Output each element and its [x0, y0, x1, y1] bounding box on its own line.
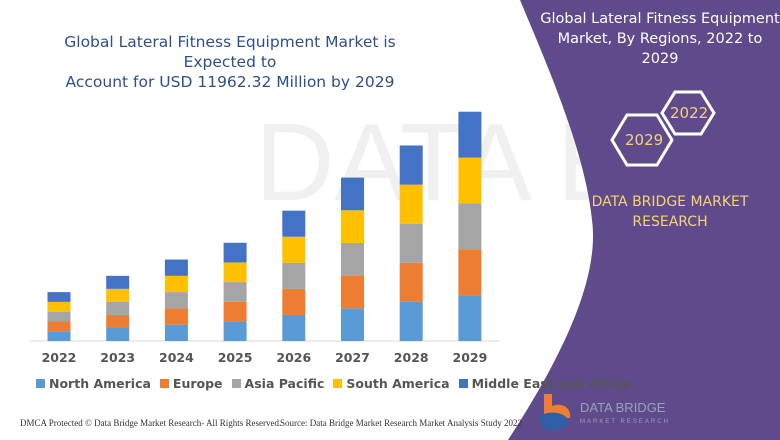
- watermark: DATA B: [255, 101, 630, 224]
- bar-segment-2028-1: [399, 262, 423, 302]
- bar-segment-2024-2: [164, 292, 188, 309]
- brand-line-2: RESEARCH: [632, 214, 708, 230]
- bar-segment-2026-4: [282, 210, 306, 237]
- brand-text: DATA BRIDGE MARKET RESEARCH: [590, 192, 750, 232]
- bar-segment-2026-3: [282, 236, 306, 263]
- bar-segment-2027-3: [341, 210, 364, 243]
- bar-segment-2027-1: [341, 275, 364, 309]
- chart-title: Global Lateral Fitness Equipment Market …: [30, 32, 430, 92]
- hex-label-end: 2029: [625, 131, 664, 149]
- bar-segment-2028-4: [399, 145, 423, 185]
- bar-segment-2022-1: [47, 321, 71, 332]
- legend-item: Europe: [159, 376, 223, 391]
- bar-segment-2029-1: [458, 249, 482, 296]
- x-tick-label: 2025: [218, 350, 253, 365]
- bar-segment-2023-4: [106, 275, 130, 289]
- bar-segment-2028-2: [399, 223, 423, 263]
- bar-segment-2022-0: [47, 331, 71, 341]
- stacked-bar-chart: 2022 2023 2024 2025 2026 2027 2028 2029: [30, 111, 500, 365]
- x-tick-label: 2026: [276, 350, 311, 365]
- legend-swatch: [159, 379, 169, 388]
- title-line-1: Global Lateral Fitness Equipment Market …: [64, 33, 396, 71]
- svg-text:MARKET RESEARCH: MARKET RESEARCH: [580, 419, 670, 425]
- bar-segment-2026-1: [282, 288, 306, 315]
- legend-swatch: [333, 379, 343, 388]
- legend: North America Europe Asia Pacific South …: [36, 376, 630, 391]
- x-tick-label: 2028: [394, 350, 429, 365]
- bar-segment-2025-3: [223, 262, 247, 283]
- legend-item: Asia Pacific: [231, 376, 325, 391]
- x-tick-label: 2023: [100, 350, 135, 365]
- bar-segment-2024-0: [164, 324, 188, 341]
- bar-segment-2022-2: [47, 311, 71, 322]
- bar-segment-2029-2: [458, 203, 482, 250]
- bar-segment-2024-4: [164, 259, 188, 276]
- bar-segment-2023-2: [106, 301, 130, 315]
- x-tick-label: 2027: [335, 350, 370, 365]
- bar-segment-2026-2: [282, 262, 306, 289]
- dmca-notice: DMCA Protected © Data Bridge Market Rese…: [20, 418, 282, 428]
- panel-title-line-1: Global Lateral Fitness Equipment: [540, 11, 780, 27]
- legend-item: Middle East and Africa: [458, 376, 631, 391]
- bar-segment-2025-2: [223, 282, 247, 302]
- brand-line-1: DATA BRIDGE MARKET: [591, 194, 749, 210]
- bar-segment-2028-0: [399, 301, 423, 341]
- legend-swatch: [36, 379, 45, 388]
- bar-segment-2023-1: [106, 314, 130, 328]
- x-tick-label: 2029: [453, 350, 488, 365]
- bar-segment-2025-4: [223, 242, 247, 263]
- panel-title: Global Lateral Fitness Equipment Market,…: [540, 9, 780, 69]
- panel-title-line-2: Market, By Regions, 2022 to 2029: [557, 31, 763, 67]
- legend-swatch: [231, 379, 241, 388]
- legend-label: Europe: [172, 376, 223, 391]
- hexagon-2022: [660, 90, 716, 136]
- legend-label: Middle East and Africa: [471, 376, 631, 391]
- bar-segment-2029-4: [458, 111, 482, 158]
- svg-text:DATA BRIDGE: DATA BRIDGE: [580, 400, 666, 415]
- legend-item: South America: [333, 376, 450, 391]
- legend-label: South America: [346, 376, 450, 391]
- title-line-2: Account for USD 11962.32 Million by 2029: [65, 73, 395, 91]
- hexagon-2029: [610, 113, 674, 167]
- bar-segment-2023-3: [106, 288, 130, 302]
- bar-segment-2027-0: [341, 308, 364, 341]
- legend-swatch: [458, 379, 468, 388]
- bar-segment-2026-0: [282, 314, 306, 341]
- bar-segment-2029-3: [458, 157, 482, 204]
- source-note: Source: Data Bridge Market Research Mark…: [280, 418, 522, 428]
- bar-segment-2023-0: [106, 327, 130, 341]
- bar-segment-2027-2: [341, 242, 364, 276]
- legend-item: North America: [36, 376, 151, 391]
- x-tick-label: 2024: [159, 350, 194, 365]
- x-tick-label: 2022: [42, 350, 77, 365]
- bar-segment-2022-4: [47, 292, 71, 302]
- hex-label-start: 2022: [670, 104, 709, 122]
- bar-segment-2029-0: [458, 295, 482, 341]
- bar-segment-2024-1: [164, 308, 188, 325]
- bar-segment-2027-4: [341, 177, 364, 211]
- bar-segment-2022-3: [47, 301, 71, 312]
- legend-label: Asia Pacific: [244, 376, 325, 391]
- data-bridge-logo: DATA BRIDGE MARKET RESEARCH: [540, 394, 670, 430]
- bar-segment-2025-1: [223, 301, 247, 322]
- legend-label: North America: [49, 376, 151, 391]
- bar-segment-2024-3: [164, 275, 188, 293]
- bar-segment-2025-0: [223, 321, 247, 341]
- bar-segment-2028-3: [399, 184, 423, 224]
